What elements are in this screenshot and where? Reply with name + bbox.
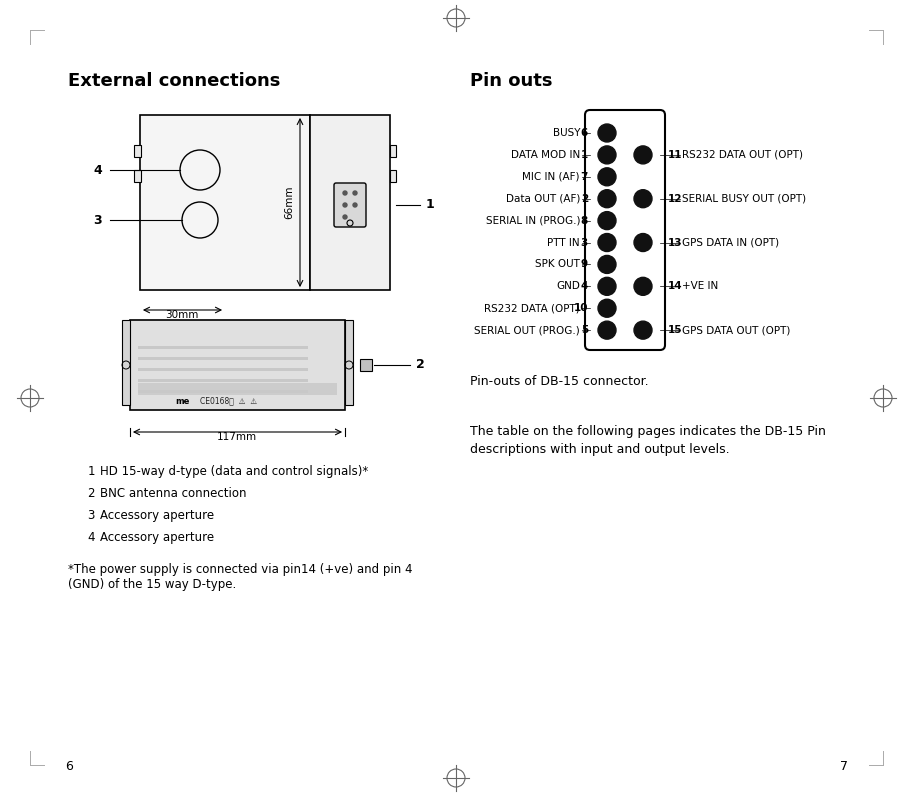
Text: 1: 1 [88,465,95,478]
Text: 3: 3 [581,238,588,247]
Circle shape [353,191,357,195]
Text: 9: 9 [581,259,588,270]
FancyBboxPatch shape [334,183,366,227]
Bar [134,145,141,157]
Text: 11: 11 [668,150,683,160]
Text: 7: 7 [581,172,588,182]
Text: SPK OUT: SPK OUT [535,259,580,270]
Circle shape [598,190,616,207]
Text: 117mm: 117mm [217,432,257,442]
Text: 10: 10 [573,303,588,313]
Text: The table on the following pages indicates the DB-15 Pin
descriptions with input: The table on the following pages indicat… [470,425,826,456]
Text: +VE IN: +VE IN [682,281,719,291]
Text: 13: 13 [668,238,683,247]
Circle shape [634,146,652,164]
Text: 1: 1 [426,199,435,211]
Bar [138,357,308,360]
Text: 12: 12 [668,194,683,204]
Text: GND: GND [556,281,580,291]
Text: Data OUT (AF): Data OUT (AF) [506,194,580,204]
Bar [138,368,308,371]
Circle shape [598,255,616,273]
Bar [345,320,353,405]
Circle shape [598,211,616,230]
Text: 14: 14 [668,281,683,291]
Circle shape [634,321,652,339]
Text: SERIAL BUSY OUT (OPT): SERIAL BUSY OUT (OPT) [682,194,806,204]
Circle shape [598,124,616,142]
Text: GPS DATA IN (OPT): GPS DATA IN (OPT) [682,238,779,247]
Circle shape [343,215,347,219]
Text: 66mm: 66mm [284,185,294,219]
Circle shape [598,234,616,251]
Text: Pin-outs of DB-15 connector.: Pin-outs of DB-15 connector. [470,375,648,388]
Text: SERIAL IN (PROG.): SERIAL IN (PROG.) [486,215,580,226]
Text: 8: 8 [581,215,588,226]
Bar [134,170,141,182]
Bar [130,320,345,410]
Text: 6: 6 [65,760,73,773]
FancyBboxPatch shape [585,110,665,350]
Text: RS232 DATA (OPT): RS232 DATA (OPT) [484,303,580,313]
Text: 2: 2 [581,194,588,204]
Circle shape [634,234,652,251]
Text: SERIAL OUT (PROG.): SERIAL OUT (PROG.) [474,325,580,335]
Text: 4: 4 [88,531,95,544]
Circle shape [343,203,347,207]
Bar [122,320,130,405]
Circle shape [343,191,347,195]
Circle shape [634,190,652,207]
Bar [138,379,308,382]
Circle shape [598,299,616,317]
Text: 30mm: 30mm [165,310,199,320]
Text: PTT IN: PTT IN [548,238,580,247]
Text: BNC antenna connection: BNC antenna connection [100,487,247,500]
Text: Pin outs: Pin outs [470,72,552,90]
Text: Accessory aperture: Accessory aperture [100,531,215,544]
Circle shape [598,146,616,164]
Text: 3: 3 [93,214,102,227]
Bar [140,115,310,290]
Bar [390,145,396,157]
Text: *The power supply is connected via pin14 (+ve) and pin 4
(GND) of the 15 way D-t: *The power supply is connected via pin14… [68,563,413,591]
Text: CE0168ⓘ  ⚠  ⚠: CE0168ⓘ ⚠ ⚠ [200,397,257,405]
Circle shape [598,277,616,295]
Text: GPS DATA OUT (OPT): GPS DATA OUT (OPT) [682,325,791,335]
Bar [138,383,337,395]
Text: DATA MOD IN: DATA MOD IN [510,150,580,160]
Text: 3: 3 [88,509,95,522]
Text: 4: 4 [93,164,102,176]
Text: 2: 2 [416,359,425,371]
Circle shape [353,203,357,207]
Bar [390,170,396,182]
Text: HD 15-way d-type (data and control signals)*: HD 15-way d-type (data and control signa… [100,465,368,478]
Text: MIC IN (AF): MIC IN (AF) [522,172,580,182]
Text: 1: 1 [581,150,588,160]
Text: RS232 DATA OUT (OPT): RS232 DATA OUT (OPT) [682,150,803,160]
Bar [138,346,308,349]
Text: 4: 4 [581,281,588,291]
Text: Accessory aperture: Accessory aperture [100,509,215,522]
Text: 7: 7 [840,760,848,773]
Circle shape [598,321,616,339]
Text: External connections: External connections [68,72,280,90]
Text: 6: 6 [581,128,588,138]
Text: me: me [175,397,189,405]
Bar [360,359,372,371]
Circle shape [634,277,652,295]
Text: 2: 2 [88,487,95,500]
Text: 5: 5 [581,325,588,335]
Text: 15: 15 [668,325,683,335]
Text: BUSY: BUSY [552,128,580,138]
Circle shape [598,168,616,186]
Bar [310,115,390,290]
Bar [138,390,308,393]
